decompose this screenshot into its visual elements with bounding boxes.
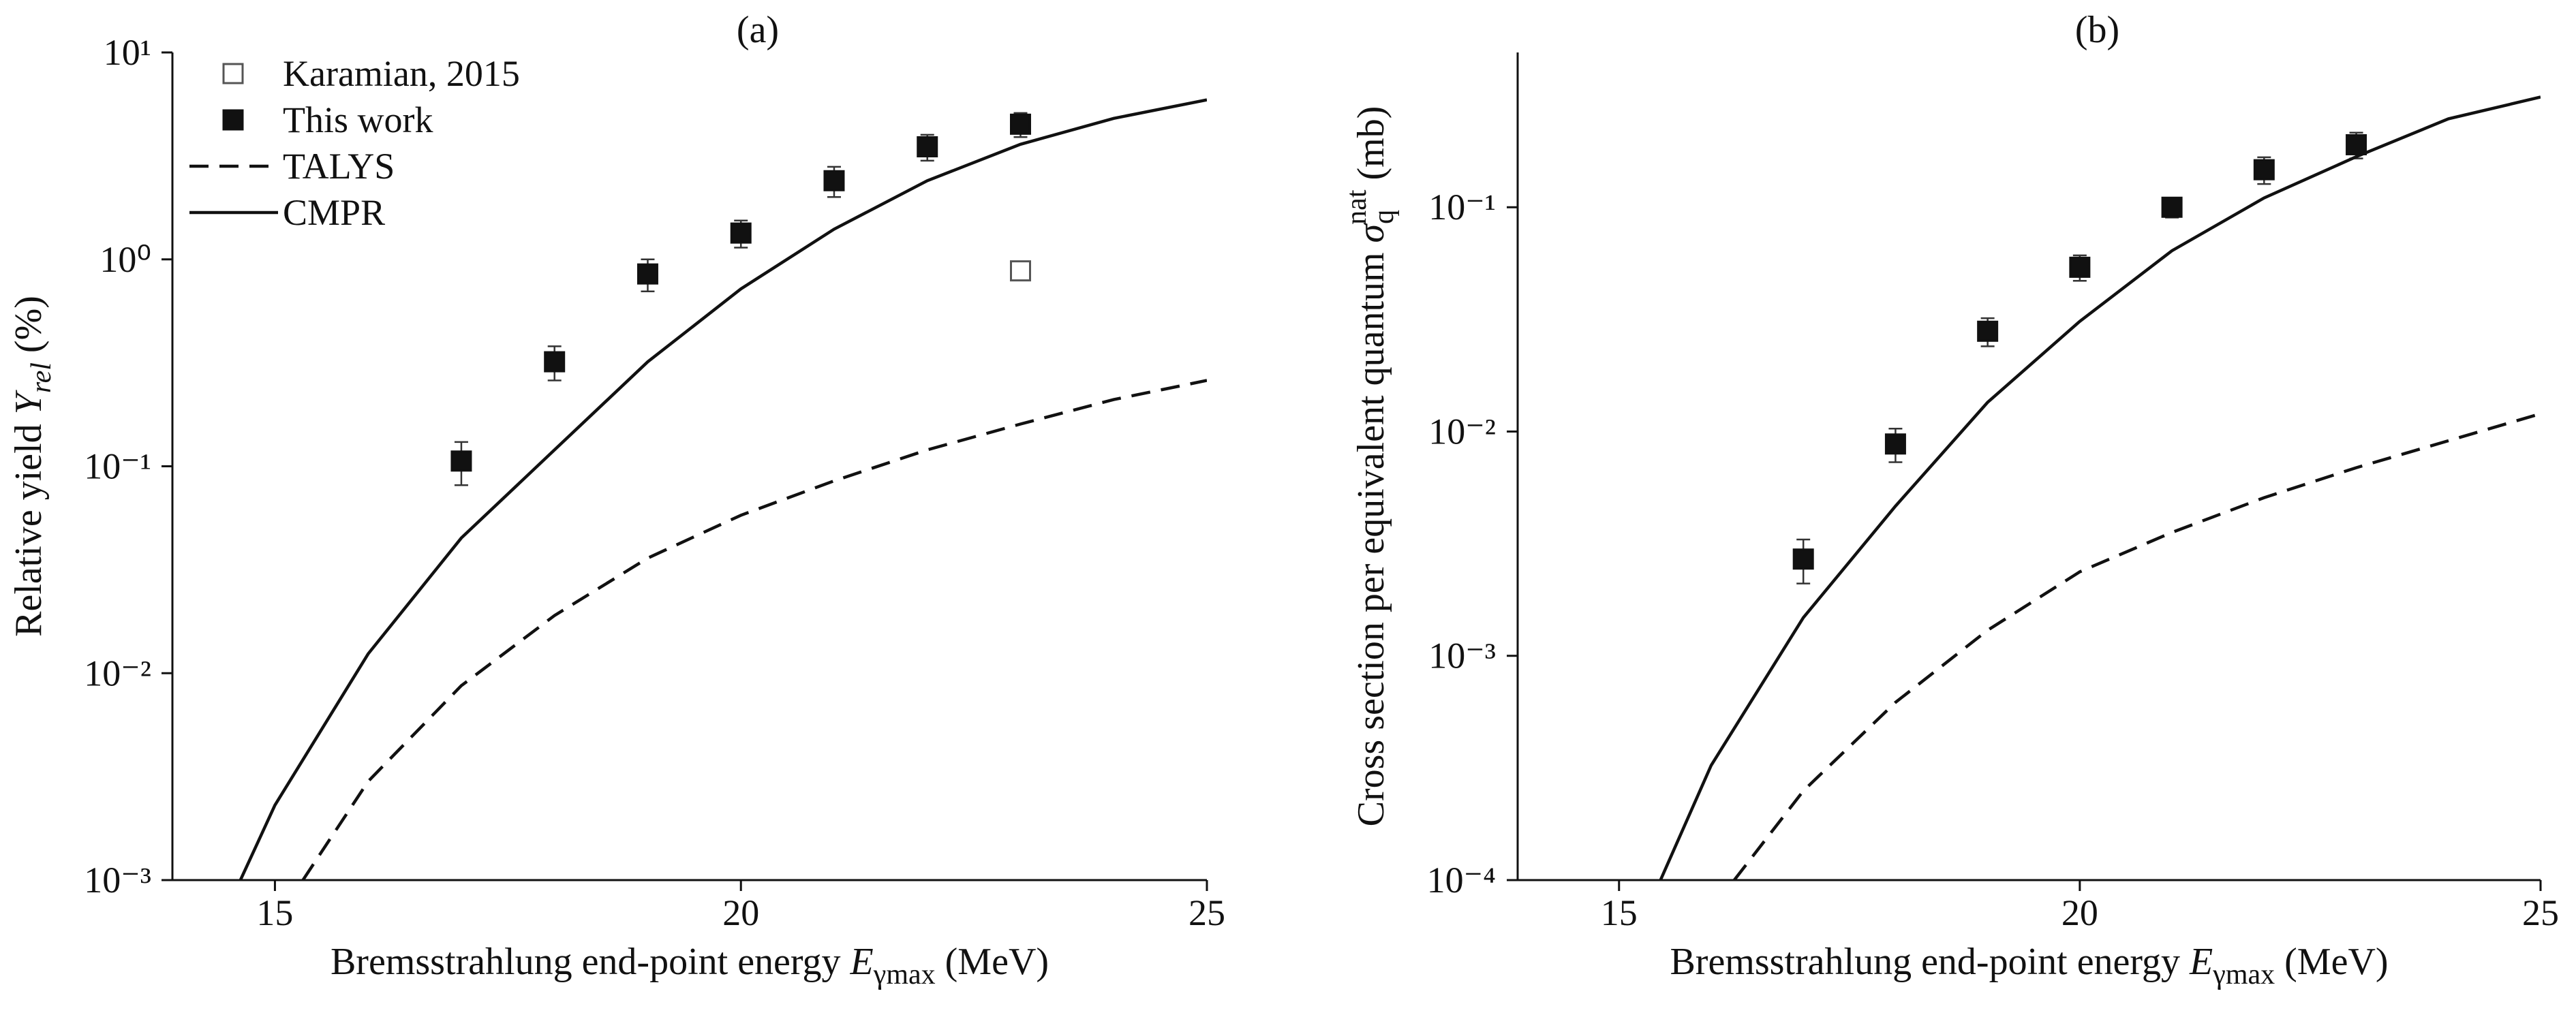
data-point bbox=[2253, 159, 2275, 181]
data-point bbox=[1977, 320, 1999, 342]
y-tick-label: 10⁻³ bbox=[1428, 636, 1496, 676]
x-label-subscript: γmax bbox=[873, 959, 936, 990]
y-label-unit: (%) bbox=[7, 296, 50, 353]
x-tick-label: 25 bbox=[2522, 892, 2559, 933]
y-tick-label: 10⁻¹ bbox=[84, 446, 151, 487]
y-axis-label: Relative yield Yrel (%) bbox=[7, 296, 57, 637]
x-tick-label: 20 bbox=[722, 892, 759, 933]
y-label-symbol: Y bbox=[7, 389, 50, 414]
y-tick-label: 10⁻³ bbox=[84, 860, 151, 901]
y-tick-label: 10⁻² bbox=[84, 653, 151, 693]
legend-label: Karamian, 2015 bbox=[283, 53, 520, 94]
legend-marker bbox=[222, 63, 244, 84]
data-point bbox=[2069, 256, 2091, 278]
x-label-symbol: E bbox=[2189, 941, 2213, 983]
plot-area bbox=[239, 98, 1207, 880]
legend-label: This work bbox=[283, 99, 433, 140]
plot-area bbox=[1659, 95, 2541, 880]
data-point bbox=[2161, 196, 2183, 218]
x-tick-label: 20 bbox=[2061, 892, 2098, 933]
data-point bbox=[1792, 548, 1814, 570]
y-tick-label: 10⁰ bbox=[99, 239, 151, 280]
x-axis-label: Bremsstrahlung end-point energy Eγmax (MeV… bbox=[331, 941, 1049, 990]
y-tick-label: 10⁻¹ bbox=[1428, 187, 1496, 228]
x-label-text: Bremsstrahlung end-point energy bbox=[1670, 941, 2180, 983]
y-tick-label: 10¹ bbox=[104, 32, 151, 73]
y-axis-label-group: Cross section per equivalent quantum σqna… bbox=[1341, 106, 1400, 827]
y-axis-label: Cross section per equivalent quantum σqna… bbox=[1341, 106, 1400, 827]
x-label-unit: (MeV) bbox=[945, 941, 1049, 983]
legend-marker bbox=[222, 109, 244, 131]
x-axis-label: Bremsstrahlung end-point energy Eγmax (MeV… bbox=[1670, 941, 2388, 990]
y-label-text: Relative yield bbox=[7, 424, 50, 637]
y-label-unit: (mb) bbox=[1350, 106, 1392, 181]
data-point bbox=[730, 222, 752, 244]
y-tick-label: 10⁻² bbox=[1428, 411, 1496, 452]
data-point bbox=[2346, 134, 2367, 155]
curve bbox=[1659, 95, 2541, 880]
data-point bbox=[917, 136, 938, 157]
panel-label: (b) bbox=[2075, 9, 2119, 51]
data-point bbox=[1009, 260, 1031, 282]
y-label-subscript: q bbox=[1368, 210, 1400, 224]
x-tick-label: 15 bbox=[256, 892, 293, 933]
y-axis-label-group: Relative yield Yrel (%) bbox=[7, 296, 57, 637]
panel-label: (a) bbox=[737, 9, 779, 51]
x-tick-label: 15 bbox=[1601, 892, 1638, 933]
y-tick-label: 10⁻⁴ bbox=[1427, 860, 1496, 901]
data-point bbox=[637, 263, 658, 285]
y-label-superscript: nat bbox=[1341, 189, 1373, 225]
data-point bbox=[450, 450, 472, 472]
x-label-unit: (MeV) bbox=[2284, 941, 2388, 983]
data-point bbox=[544, 351, 566, 373]
data-point bbox=[1884, 433, 1906, 455]
data-point bbox=[823, 170, 845, 191]
data-point bbox=[1009, 113, 1031, 135]
legend-label: TALYS bbox=[283, 146, 395, 187]
x-label-subscript: γmax bbox=[2212, 959, 2275, 990]
curve bbox=[301, 379, 1207, 880]
curve bbox=[239, 98, 1207, 880]
y-label-symbol: σ bbox=[1350, 222, 1392, 243]
x-label-symbol: E bbox=[850, 941, 874, 983]
y-label-text: Cross section per equivalent quantum bbox=[1350, 252, 1392, 826]
x-tick-label: 25 bbox=[1189, 892, 1225, 933]
y-label-subscript: rel bbox=[26, 362, 57, 393]
curve bbox=[1733, 412, 2541, 880]
legend-label: CMPR bbox=[283, 192, 385, 233]
x-label-text: Bremsstrahlung end-point energy bbox=[331, 941, 841, 983]
